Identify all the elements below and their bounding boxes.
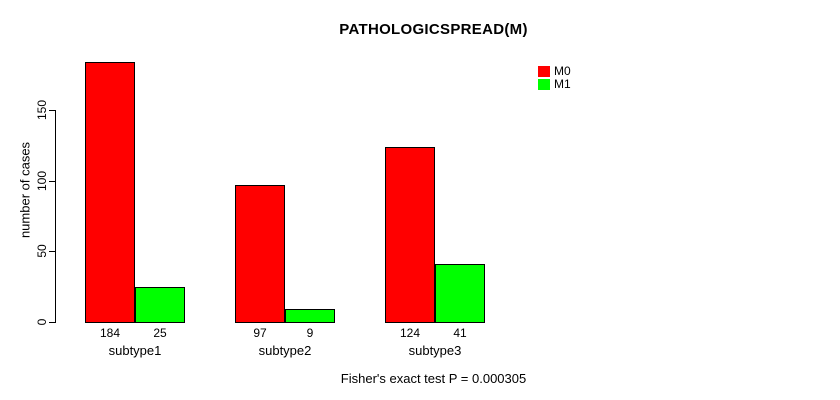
y-axis-tick-label-text: 100 [35,170,49,191]
y-axis-label-text: number of cases [17,141,33,239]
y-axis-tick [49,251,55,253]
category-label: subtype3 [408,343,462,358]
bar-value-label: 97 [253,326,267,340]
y-axis-tick [49,110,55,111]
category-label: subtype2 [258,343,312,358]
legend: M0 M1 [538,65,571,91]
chart-title: PATHOLOGICSPREAD(M) [339,21,528,38]
bar-value-label: 124 [399,326,421,340]
annotation-pvalue: Fisher's exact test P = 0.000305 [340,371,527,386]
bar-value-label: 41 [453,326,467,340]
bar-m0-subtype2 [235,185,285,323]
bar-m1-subtype2 [285,309,335,323]
legend-label-m1: M1 [554,77,571,91]
y-axis-tick-label-text: 0 [35,318,49,326]
y-axis-tick-label-text: 150 [35,99,49,121]
y-axis-line [55,110,56,323]
y-axis-tick [49,322,55,323]
legend-label-m0: M0 [554,64,571,78]
y-axis-tick-label-text: 50 [35,244,49,259]
bar-value-label: 184 [99,326,121,340]
bar-m1-subtype1 [135,287,185,323]
category-label: subtype1 [108,343,162,358]
legend-swatch-m1 [538,79,550,90]
legend-item-m1: M1 [538,78,571,91]
legend-swatch-m0 [538,66,550,77]
legend-item-m0: M0 [538,65,571,78]
bar-m1-subtype3 [435,264,485,323]
bar-m0-subtype1 [85,62,135,323]
y-axis-tick [49,180,55,182]
bar-value-label: 25 [153,326,167,340]
bar-value-label: 9 [306,326,314,340]
bar-m0-subtype3 [385,147,435,323]
